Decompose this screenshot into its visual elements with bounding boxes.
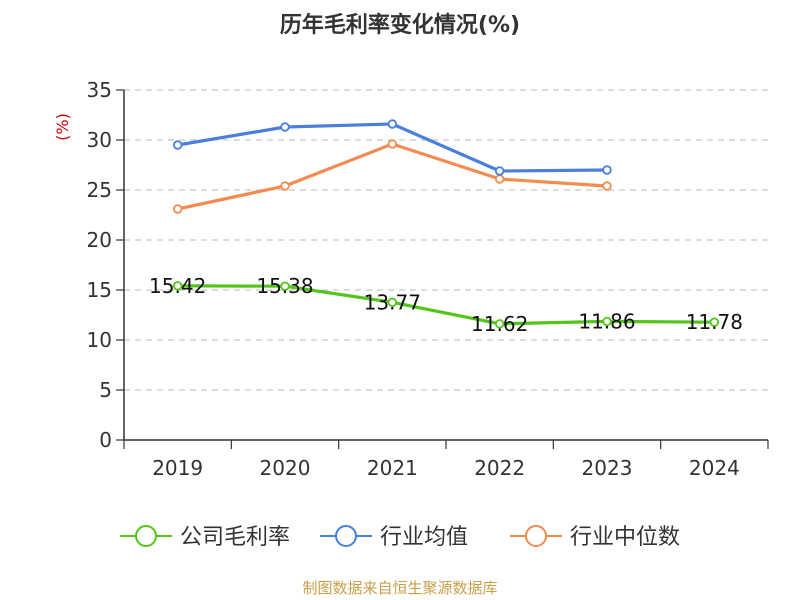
x-tick-label: 2019 [152, 456, 203, 480]
axes: 0 5 10 15 20 25 30 35 2019 2020 2021 2022 2023 2024 [87, 78, 769, 480]
y-tick-label: 0 [99, 428, 112, 452]
data-point[interactable] [494, 166, 505, 176]
data-labels: 15.42 15.38 13.77 11.62 11.86 11.78 [149, 274, 743, 336]
legend-marker [525, 525, 547, 547]
data-point[interactable] [280, 281, 290, 291]
data-label: 11.62 [471, 312, 528, 336]
data-point[interactable] [709, 317, 720, 327]
y-tick-label: 10 [87, 328, 112, 352]
gridlines [124, 89, 768, 391]
data-label: 11.86 [578, 309, 635, 333]
x-tick-label: 2020 [260, 456, 311, 480]
data-point[interactable] [280, 122, 290, 132]
x-tick-label: 2022 [474, 456, 525, 480]
data-point[interactable] [494, 319, 505, 329]
data-point[interactable] [602, 181, 612, 191]
data-point[interactable] [602, 316, 612, 327]
legend-item-2[interactable]: 行业中位数 [510, 525, 680, 550]
y-axis-unit-label: (%) [53, 113, 72, 141]
series-line-2 [177, 142, 608, 211]
legend-label: 行业均值 [380, 525, 468, 550]
data-point[interactable] [494, 174, 505, 184]
series-lines [172, 119, 720, 329]
data-label: 11.78 [686, 310, 743, 334]
data-point[interactable] [387, 119, 398, 129]
data-point[interactable] [172, 281, 183, 291]
data-point[interactable] [387, 139, 398, 149]
y-tick-label: 20 [87, 228, 112, 252]
y-tick-label: 5 [99, 378, 112, 402]
legend-label: 行业中位数 [570, 525, 680, 550]
data-point[interactable] [387, 297, 398, 307]
y-tick-label: 30 [87, 128, 112, 152]
y-tick-label: 25 [87, 178, 112, 202]
y-tick-label: 15 [87, 278, 112, 302]
data-point[interactable] [602, 165, 612, 175]
data-point[interactable] [172, 204, 183, 214]
legend-label: 公司毛利率 [180, 525, 290, 550]
series-line-0 [177, 284, 715, 326]
data-label: 15.42 [149, 274, 206, 298]
x-tick-label: 2023 [582, 456, 633, 480]
y-tick-label: 35 [87, 78, 112, 102]
source-note: 制图数据来自恒生聚源数据库 [302, 579, 497, 597]
x-tick-label: 2021 [367, 456, 418, 480]
chart-title: 历年毛利率变化情况(%) [280, 12, 520, 38]
data-point[interactable] [172, 140, 183, 150]
x-tick-label: 2024 [689, 456, 740, 480]
legend[interactable]: 公司毛利率 行业均值 行业中位数 [120, 525, 680, 550]
legend-item-0[interactable]: 公司毛利率 [120, 525, 290, 550]
legend-marker [135, 525, 157, 547]
data-point[interactable] [280, 181, 290, 191]
legend-item-1[interactable]: 行业均值 [320, 525, 468, 550]
legend-marker [335, 525, 357, 547]
data-label: 13.77 [364, 290, 421, 314]
data-label: 15.38 [256, 274, 313, 298]
